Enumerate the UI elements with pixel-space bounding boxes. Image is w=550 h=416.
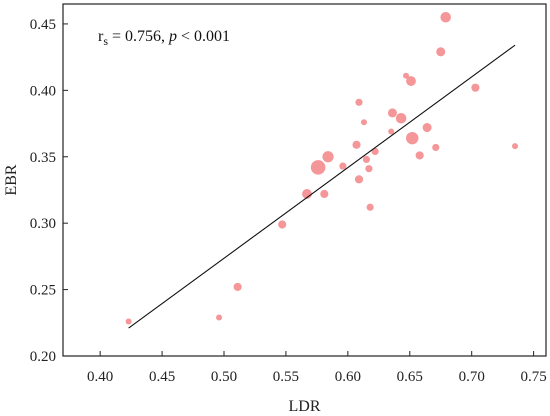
data-point bbox=[233, 282, 242, 292]
x-tick-label: 0.75 bbox=[520, 369, 546, 385]
x-axis-ticks: 0.40 0.45 0.50 0.55 0.60 0.65 0.70 0.75 bbox=[87, 351, 547, 385]
x-axis-label: LDR bbox=[289, 398, 321, 415]
p-symbol: p bbox=[168, 28, 177, 45]
data-point bbox=[310, 160, 326, 175]
data-point bbox=[422, 123, 432, 133]
y-tick-label: 0.35 bbox=[30, 150, 56, 166]
p-value-text: < 0.001 bbox=[177, 28, 230, 45]
data-point bbox=[352, 140, 361, 149]
y-axis-label: EBR bbox=[3, 164, 20, 195]
data-point bbox=[387, 108, 397, 118]
data-point bbox=[125, 318, 132, 325]
data-point bbox=[406, 131, 419, 145]
y-tick-label: 0.45 bbox=[30, 17, 56, 33]
y-tick-label: 0.40 bbox=[30, 83, 56, 99]
data-point bbox=[395, 112, 407, 124]
data-point bbox=[432, 143, 440, 152]
plot-frame bbox=[62, 3, 547, 357]
data-point bbox=[360, 119, 367, 126]
data-point bbox=[403, 72, 410, 79]
data-point bbox=[354, 175, 364, 184]
data-point bbox=[388, 128, 395, 135]
data-point bbox=[362, 155, 371, 163]
data-point bbox=[366, 203, 374, 211]
data-point bbox=[440, 12, 451, 23]
regression-line-group bbox=[128, 44, 516, 329]
data-point bbox=[471, 83, 480, 92]
y-axis-ticks: 0.20 0.25 0.30 0.35 0.40 0.45 bbox=[30, 17, 68, 365]
data-points bbox=[125, 12, 519, 325]
data-point bbox=[322, 151, 334, 163]
y-tick-label: 0.30 bbox=[30, 216, 56, 232]
x-tick-label: 0.70 bbox=[459, 369, 485, 385]
data-point bbox=[216, 314, 223, 321]
x-tick-label: 0.50 bbox=[211, 369, 237, 385]
data-point bbox=[339, 162, 347, 170]
data-point bbox=[415, 151, 424, 160]
y-tick-label: 0.20 bbox=[30, 349, 56, 365]
y-tick-label: 0.25 bbox=[30, 283, 56, 299]
r-subscript: s bbox=[103, 34, 108, 48]
data-point bbox=[365, 165, 373, 173]
regression-line bbox=[128, 44, 516, 329]
data-point bbox=[436, 47, 446, 57]
x-tick-label: 0.40 bbox=[87, 369, 113, 385]
x-tick-label: 0.45 bbox=[149, 369, 175, 385]
data-point bbox=[406, 76, 416, 86]
correlation-annotation: rs = 0.756, p < 0.001 bbox=[98, 28, 230, 48]
data-point bbox=[512, 143, 519, 150]
x-tick-label: 0.65 bbox=[397, 369, 423, 385]
data-point bbox=[320, 189, 329, 199]
r-symbol: r bbox=[98, 28, 104, 45]
data-point bbox=[371, 147, 379, 156]
data-point bbox=[278, 220, 287, 229]
x-tick-label: 0.55 bbox=[273, 369, 299, 385]
x-tick-label: 0.60 bbox=[335, 369, 361, 385]
data-point bbox=[355, 98, 363, 106]
r-value-text: = 0.756, bbox=[108, 28, 169, 45]
